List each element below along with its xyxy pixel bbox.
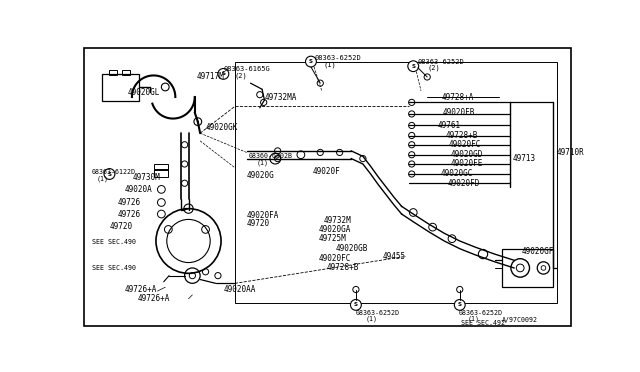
Text: 49726: 49726 [117, 209, 140, 218]
Text: 08363-6252D: 08363-6252D [314, 55, 361, 61]
Circle shape [270, 153, 281, 164]
Circle shape [351, 299, 362, 310]
Text: S: S [458, 302, 461, 307]
Bar [235, 62, 557, 302]
Text: (1): (1) [365, 315, 377, 322]
Text: 49020GL: 49020GL [128, 88, 161, 97]
Text: 49732MA: 49732MA [264, 93, 297, 102]
Text: S: S [354, 302, 358, 307]
Text: SEE SEC.492: SEE SEC.492 [461, 320, 506, 326]
Circle shape [454, 299, 465, 310]
Bar [109, 70, 117, 75]
Text: 49020FB: 49020FB [443, 108, 475, 117]
Text: 08363-6165G: 08363-6165G [223, 66, 270, 72]
Circle shape [104, 169, 115, 179]
Text: 08363-6252D: 08363-6252D [418, 58, 465, 65]
Text: 49020GD: 49020GD [451, 150, 483, 159]
Bar [122, 70, 129, 75]
Text: 49020GK: 49020GK [205, 123, 238, 132]
Bar [102, 74, 139, 101]
Text: 49020G: 49020G [246, 171, 275, 180]
Text: (1): (1) [97, 175, 109, 182]
Text: S: S [309, 59, 313, 64]
Text: 49726+A: 49726+A [125, 285, 157, 294]
Text: S: S [273, 156, 277, 161]
Text: 49726: 49726 [117, 198, 140, 207]
Text: 49020A: 49020A [125, 185, 153, 194]
Text: 49020FA: 49020FA [246, 211, 279, 220]
Text: A/97C0092: A/97C0092 [502, 317, 538, 323]
Text: 49720: 49720 [246, 219, 269, 228]
Circle shape [408, 61, 419, 71]
Text: SEE SEC.490: SEE SEC.490 [92, 265, 136, 271]
Text: 49020FD: 49020FD [448, 179, 481, 188]
Text: (1): (1) [257, 160, 269, 166]
Text: 49732M: 49732M [324, 216, 352, 225]
Text: 08363-6122D: 08363-6122D [92, 169, 136, 175]
Circle shape [305, 56, 316, 67]
Text: 08363-6252D: 08363-6252D [458, 310, 502, 315]
Text: 49728+B: 49728+B [326, 263, 359, 272]
Text: 49730M: 49730M [132, 173, 161, 182]
Text: 49761: 49761 [438, 121, 461, 130]
Bar [154, 169, 168, 177]
Text: 49020GA: 49020GA [319, 225, 351, 234]
Text: S: S [108, 171, 111, 176]
Text: 08360-6102B: 08360-6102B [249, 153, 293, 159]
Text: 08363-6252D: 08363-6252D [356, 310, 400, 315]
Text: 49020GF: 49020GF [522, 247, 554, 256]
Text: S: S [221, 71, 225, 76]
Text: 49455: 49455 [382, 252, 405, 261]
Bar [502, 249, 553, 287]
Text: 49020F: 49020F [312, 167, 340, 176]
Text: 49728+A: 49728+A [441, 93, 474, 102]
Text: 49020AA: 49020AA [223, 285, 256, 294]
Bar [154, 164, 168, 170]
Text: (1): (1) [467, 315, 479, 322]
Text: (2): (2) [235, 72, 248, 79]
Text: 49726+A: 49726+A [138, 294, 170, 303]
Text: 49713: 49713 [513, 154, 536, 163]
Text: S: S [412, 64, 415, 69]
Text: (2): (2) [428, 64, 440, 71]
Text: 49020FE: 49020FE [451, 160, 483, 169]
Text: 49710R: 49710R [557, 148, 584, 157]
Text: 49720: 49720 [109, 222, 132, 231]
Text: 49717M: 49717M [196, 73, 224, 81]
Text: 49020GB: 49020GB [336, 244, 368, 253]
Text: 49725M: 49725M [319, 234, 346, 243]
Text: 49020FC: 49020FC [449, 140, 481, 149]
Text: 49020GC: 49020GC [440, 170, 473, 179]
Circle shape [218, 68, 229, 79]
Text: (1): (1) [323, 61, 336, 68]
Text: SEE SEC.490: SEE SEC.490 [92, 239, 136, 245]
Text: 49020FC: 49020FC [319, 254, 351, 263]
Text: 49728+B: 49728+B [446, 131, 478, 140]
